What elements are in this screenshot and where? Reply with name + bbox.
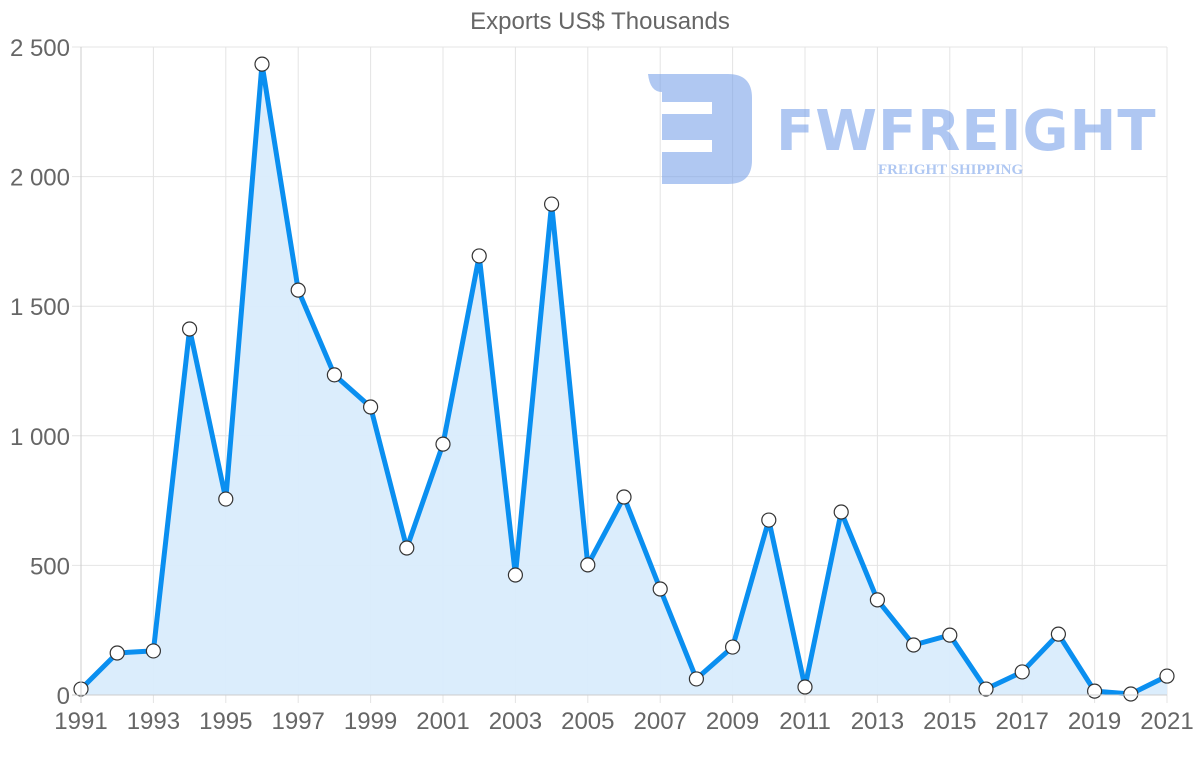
- y-tick-label: 2 000: [10, 165, 70, 192]
- x-tick-label: 2011: [779, 708, 831, 735]
- data-point[interactable]: [435, 436, 451, 452]
- x-tick-label: 2009: [706, 708, 759, 735]
- data-point[interactable]: [761, 512, 777, 528]
- y-tick-label: 500: [30, 553, 70, 580]
- x-tick-label: 2013: [851, 708, 904, 735]
- data-point[interactable]: [254, 56, 270, 72]
- x-tick-label: 1999: [344, 708, 397, 735]
- x-tick-label: 1993: [127, 708, 180, 735]
- data-point[interactable]: [652, 581, 668, 597]
- data-point[interactable]: [688, 671, 705, 687]
- data-point[interactable]: [507, 567, 524, 583]
- area-fill: [81, 64, 1167, 696]
- x-tick-label: 2001: [416, 708, 469, 735]
- x-tick-label: 2007: [634, 708, 687, 735]
- data-point[interactable]: [869, 592, 886, 608]
- data-point[interactable]: [218, 491, 234, 507]
- data-point[interactable]: [616, 489, 632, 505]
- data-point[interactable]: [942, 627, 958, 643]
- data-point[interactable]: [580, 557, 596, 573]
- logo-mark-icon: [648, 74, 752, 184]
- y-tick-label: 0: [57, 683, 70, 710]
- x-tick-label: 1997: [272, 708, 325, 735]
- x-tick-label: 2005: [561, 708, 614, 735]
- chart-title: Exports US$ Thousands: [470, 8, 730, 35]
- x-tick-label: 1995: [199, 708, 252, 735]
- data-point[interactable]: [109, 645, 125, 661]
- x-axis: 1991 1993 1995 1997 1999 2001 2003 2005 2007 2009…: [54, 694, 1194, 735]
- x-tick-label: 2003: [489, 708, 542, 735]
- x-tick-label: 2015: [923, 708, 976, 735]
- y-axis: 0 500 1 000 1 500 2 000 2 500: [10, 35, 82, 710]
- data-point[interactable]: [724, 639, 741, 655]
- y-tick-label: 1 000: [10, 424, 70, 451]
- data-point[interactable]: [1014, 664, 1030, 680]
- data-point[interactable]: [797, 679, 813, 695]
- data-point[interactable]: [543, 196, 560, 212]
- y-tick-label: 2 500: [10, 35, 70, 62]
- x-tick-label: 2017: [996, 708, 1049, 735]
- data-point[interactable]: [145, 643, 161, 659]
- data-point[interactable]: [833, 504, 849, 520]
- data-point[interactable]: [326, 367, 342, 383]
- data-point[interactable]: [1159, 668, 1175, 684]
- data-point[interactable]: [1123, 686, 1139, 702]
- data-point[interactable]: [399, 540, 415, 556]
- data-point[interactable]: [1086, 683, 1103, 699]
- data-point[interactable]: [1050, 626, 1067, 642]
- data-point[interactable]: [905, 637, 922, 653]
- watermark-tagline: FREIGHT SHIPPING: [878, 162, 1023, 178]
- data-point[interactable]: [978, 681, 994, 697]
- data-point[interactable]: [363, 399, 379, 415]
- x-tick-label: 1991: [54, 708, 107, 735]
- watermark-brand: FWFREIGHT: [776, 99, 1157, 164]
- watermark-logo: FWFREIGHT FREIGHT SHIPPING: [648, 74, 1157, 184]
- data-point[interactable]: [290, 282, 306, 298]
- x-tick-label: 2021: [1140, 708, 1193, 735]
- data-points: [73, 56, 1175, 702]
- x-tick-label: 2019: [1068, 708, 1121, 735]
- y-tick-label: 1 500: [10, 294, 70, 321]
- data-point[interactable]: [182, 321, 198, 337]
- data-point[interactable]: [471, 248, 487, 264]
